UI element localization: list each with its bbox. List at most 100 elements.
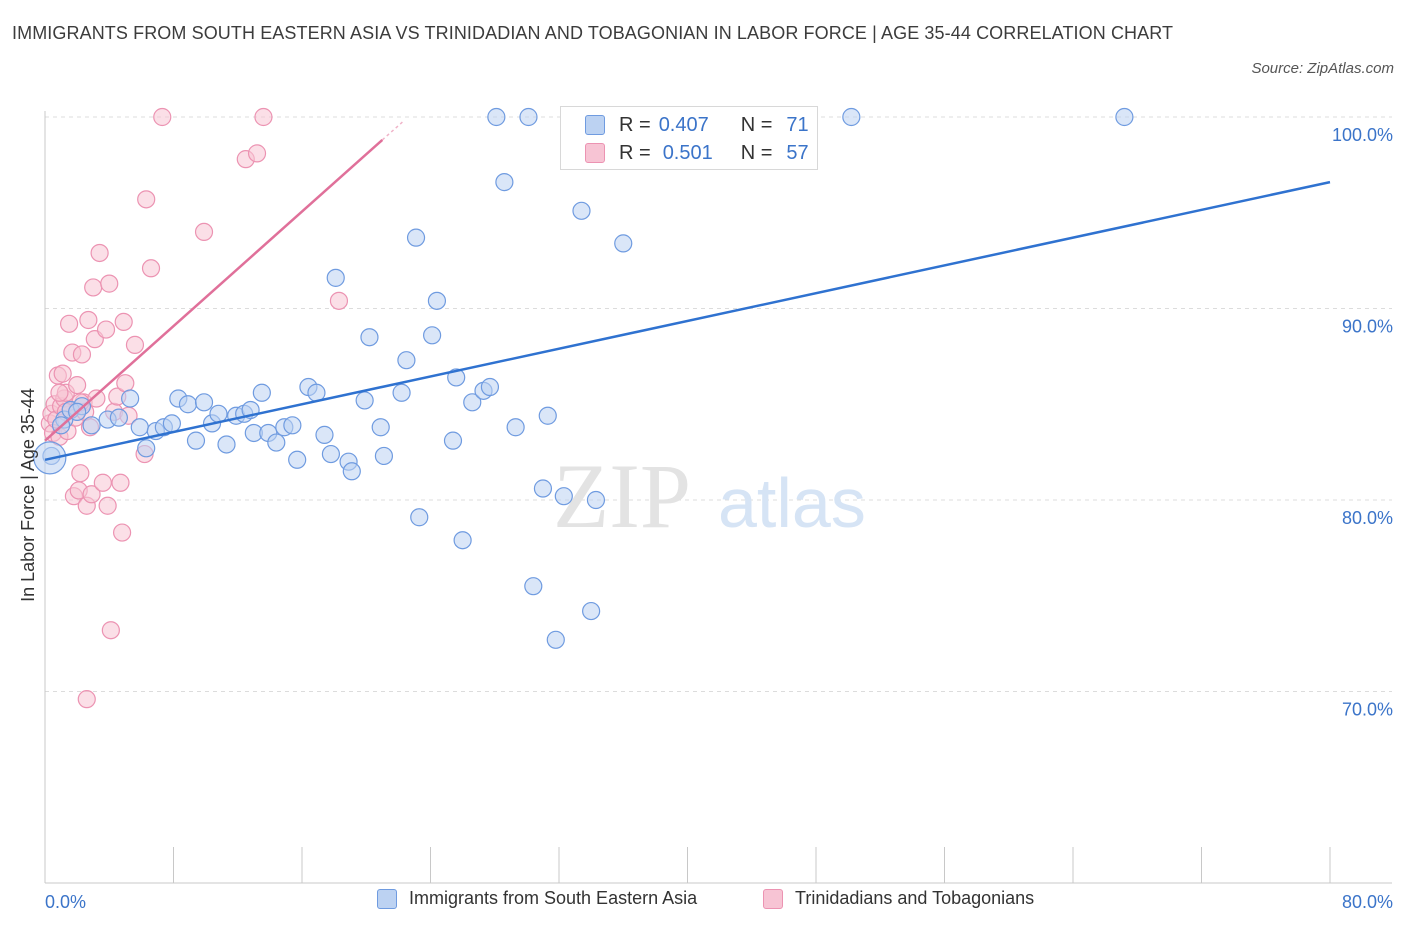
pink-point [153, 107, 172, 127]
legend-n-label: N = [740, 113, 773, 136]
blue-point [194, 393, 214, 412]
blue-point [82, 416, 101, 435]
series-legend: Immigrants from South Eastern Asia Trini… [0, 888, 1406, 916]
legend-n-value: 57 [786, 141, 809, 164]
pink-point [68, 376, 87, 395]
x-tick-label-max: 80.0% [1342, 892, 1393, 912]
blue-point [130, 418, 149, 437]
correlation-legend: R = 0.407 N = 71 R = 0.501 N = 57 [560, 106, 818, 170]
pink-point [98, 496, 117, 515]
blue-point [267, 433, 286, 452]
legend-swatch-blue [377, 888, 397, 909]
blue-point [447, 368, 466, 387]
blue-point [137, 439, 156, 458]
pink-point [84, 278, 103, 297]
blue-point [162, 414, 181, 433]
blue-point [524, 577, 543, 596]
pink-point [93, 473, 112, 492]
legend-label-pink: Trinidadians and Tobagonians [795, 888, 1035, 908]
pink-point [72, 345, 92, 364]
series-blue-points [33, 107, 1134, 649]
pink-point [96, 320, 116, 339]
blue-point [283, 416, 302, 435]
blue-point [288, 450, 307, 469]
blue-point [186, 431, 206, 450]
legend-swatch-pink [585, 143, 605, 163]
pink-point [79, 310, 98, 330]
blue-point [315, 425, 334, 444]
trend-line-blue [44, 180, 1331, 462]
legend-n-label: N = [740, 141, 773, 164]
blue-point [480, 377, 500, 397]
legend-row-pink: R = 0.501 N = 57 [585, 141, 809, 165]
y-axis-label: In Labor Force | Age 35-44 [18, 388, 38, 602]
x-axis [44, 111, 1392, 884]
blue-point [495, 173, 514, 192]
blue-point [342, 462, 361, 481]
blue-point [533, 479, 553, 498]
blue-point [326, 268, 345, 287]
watermark-atlas: atlas [718, 464, 866, 542]
blue-point [487, 107, 506, 127]
pink-point [71, 464, 90, 483]
pink-point [254, 107, 273, 127]
pink-point [112, 523, 132, 542]
blue-point [178, 395, 198, 414]
y-tick-labels: 100.0% 90.0% 80.0% 70.0% [1332, 125, 1393, 720]
y-tick-label: 100.0% [1332, 125, 1393, 145]
legend-r-label: R = [619, 113, 651, 136]
source-label: Source: ZipAtlas.com [1251, 60, 1394, 77]
pink-point [247, 144, 267, 163]
pink-point [100, 274, 119, 293]
pink-point [59, 314, 79, 333]
legend-label-blue: Immigrants from South Eastern Asia [409, 888, 698, 908]
blue-point [321, 444, 341, 464]
y-tick-label: 90.0% [1342, 317, 1393, 337]
legend-r-value: 0.501 [662, 141, 713, 164]
blue-point [463, 393, 482, 412]
pink-point [137, 190, 156, 209]
blue-point [427, 291, 447, 310]
pink-point [101, 621, 120, 640]
blue-point [842, 107, 861, 127]
legend-item-blue: Immigrants from South Eastern Asia [377, 888, 697, 909]
blue-point [121, 389, 140, 408]
blue-point [554, 487, 573, 506]
blue-point [1115, 107, 1134, 127]
pink-point [114, 312, 133, 332]
blue-point [109, 408, 128, 427]
blue-point [392, 383, 411, 402]
trend-line-pink-extension [381, 121, 403, 141]
pink-point [82, 485, 101, 504]
pink-point [50, 383, 69, 402]
pink-point [329, 291, 349, 310]
pink-point [77, 690, 96, 709]
x-tick-labels: 0.0% 80.0% [45, 892, 1393, 912]
legend-r-label: R = [619, 141, 651, 164]
trend-line-pink [44, 139, 384, 442]
x-tick-label-min: 0.0% [45, 892, 86, 912]
y-tick-label: 70.0% [1342, 700, 1393, 720]
blue-point [443, 431, 463, 450]
pink-point [53, 364, 72, 383]
pink-point [116, 374, 135, 393]
legend-item-pink: Trinidadians and Tobagonians [763, 888, 1034, 909]
blue-point [586, 490, 606, 510]
watermark: ZIP atlas [553, 445, 866, 547]
pink-point [141, 259, 161, 278]
blue-point [355, 391, 374, 410]
pink-point [90, 243, 109, 263]
blue-point [453, 531, 472, 550]
legend-swatch-blue [585, 115, 605, 135]
pink-point [111, 473, 130, 492]
blue-point [252, 383, 271, 402]
blue-point [546, 630, 565, 649]
blue-point [519, 107, 538, 127]
y-tick-label: 80.0% [1342, 508, 1393, 528]
blue-point [371, 418, 390, 437]
legend-row-blue: R = 0.407 N = 71 [585, 113, 809, 137]
blue-point [614, 234, 633, 253]
blue-point [406, 228, 426, 247]
legend-r-value: 0.407 [658, 113, 709, 136]
